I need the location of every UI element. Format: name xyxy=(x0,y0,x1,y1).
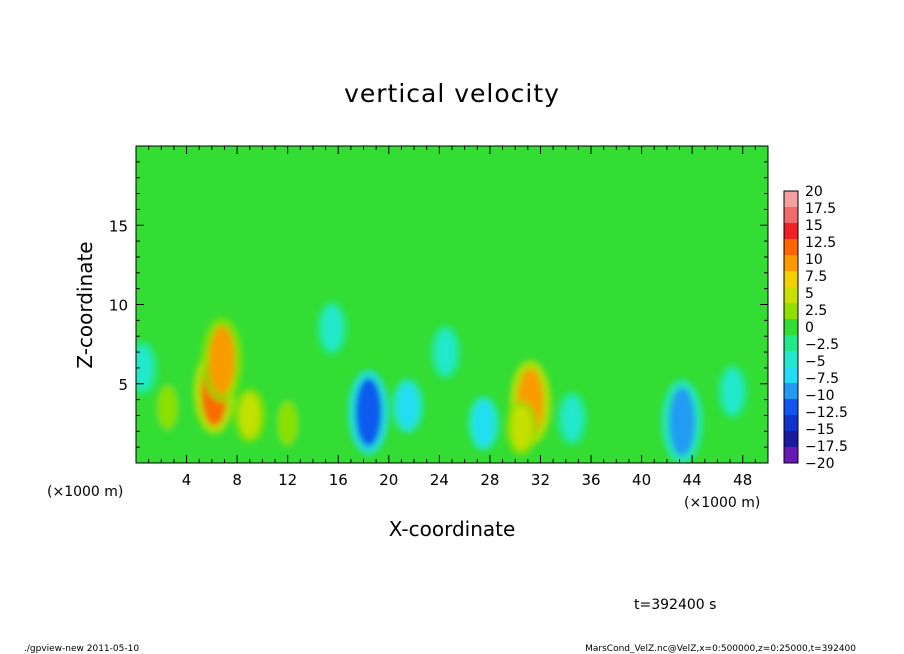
x-tick-label: 44 xyxy=(683,471,702,489)
colorbar-swatch xyxy=(784,287,798,304)
colorbar-swatch xyxy=(784,207,798,224)
heatmap-feature xyxy=(157,385,178,430)
colorbar-label: 12.5 xyxy=(805,235,836,251)
heatmap-feature xyxy=(277,401,298,446)
colorbar-swatch xyxy=(784,351,798,368)
heatmap-feature xyxy=(355,378,382,447)
colorbar-label: −17.5 xyxy=(805,439,848,455)
heatmap-feature xyxy=(435,330,456,375)
heatmap-feature xyxy=(321,306,342,351)
y-tick-label: 5 xyxy=(118,376,128,394)
time-annotation: t=392400 s xyxy=(634,597,716,613)
heatmap-feature xyxy=(239,393,260,438)
y-axis: 5 10 15 xyxy=(109,161,768,448)
colorbar-label: −7.5 xyxy=(805,371,839,387)
heatmap-field xyxy=(136,300,749,463)
colorbar-label: −12.5 xyxy=(805,405,848,421)
x-tick-label: 36 xyxy=(581,471,600,489)
colorbar-swatch xyxy=(784,415,798,432)
colorbar-swatch xyxy=(784,335,798,352)
y-tick-label: 10 xyxy=(109,297,128,315)
y-tick-label: 15 xyxy=(109,217,128,235)
colorbar-label: 10 xyxy=(805,252,823,268)
colorbar-swatch xyxy=(784,303,798,320)
x-tick-label: 28 xyxy=(480,471,499,489)
colorbar-swatch xyxy=(784,383,798,400)
y-axis-label: Z-coordinate xyxy=(73,241,97,368)
colorbar-label: 15 xyxy=(805,218,823,234)
colorbar-swatch xyxy=(784,367,798,384)
colorbar-swatch xyxy=(784,271,798,288)
x-tick-label: 40 xyxy=(632,471,651,489)
chart-title: vertical velocity xyxy=(344,79,560,108)
colorbar-label: 5 xyxy=(805,286,814,302)
colorbar-swatch xyxy=(784,447,798,464)
colorbar-swatch xyxy=(784,255,798,272)
heatmap-feature xyxy=(669,387,696,456)
colorbar-label: −20 xyxy=(805,456,835,472)
colorbar-swatch xyxy=(784,223,798,240)
footer-right: MarsCond_VelZ.nc@VelZ,x=0:500000,z=0:250… xyxy=(585,644,856,654)
heatmap-feature xyxy=(562,396,583,441)
x-tick-label: 16 xyxy=(329,471,348,489)
heatmap-feature xyxy=(511,406,532,451)
x-tick-label: 20 xyxy=(379,471,398,489)
colorbar-label: 7.5 xyxy=(805,269,827,285)
colorbar-swatch xyxy=(784,319,798,336)
colorbar-label: −10 xyxy=(805,388,835,404)
x-unit-left: (×1000 m) xyxy=(47,484,123,500)
heatmap-feature xyxy=(473,401,494,446)
colorbar-swatch xyxy=(784,191,798,208)
x-unit-right: (×1000 m) xyxy=(684,495,760,511)
x-axis-label: X-coordinate xyxy=(389,517,516,541)
colorbar-label: 0 xyxy=(805,320,814,336)
colorbar-label: −15 xyxy=(805,422,835,438)
x-tick-label: 4 xyxy=(182,471,192,489)
x-axis: 4 8 12 16 20 24 28 32 36 40 44 48 xyxy=(148,146,756,489)
heatmap-feature xyxy=(136,345,153,390)
colorbar-swatch xyxy=(784,399,798,416)
colorbar-label: −2.5 xyxy=(805,337,839,353)
colorbar-label: −5 xyxy=(805,354,826,370)
heatmap-feature xyxy=(722,369,743,414)
x-tick-label: 48 xyxy=(733,471,752,489)
heatmap-feature xyxy=(208,325,235,394)
footer-left: ./gpview-new 2011-05-10 xyxy=(24,644,139,654)
x-tick-label: 8 xyxy=(232,471,242,489)
colorbar-label: 20 xyxy=(805,184,823,200)
colorbar-label: 2.5 xyxy=(805,303,827,319)
heatmap-feature xyxy=(397,383,418,428)
colorbar-swatch xyxy=(784,431,798,448)
x-tick-label: 12 xyxy=(278,471,297,489)
x-tick-label: 32 xyxy=(531,471,550,489)
colorbar-label: 17.5 xyxy=(805,201,836,217)
colorbar-frame xyxy=(783,190,799,464)
colorbar-swatch xyxy=(784,239,798,256)
colorbar: 2017.51512.5107.552.50−2.5−5−7.5−10−12.5… xyxy=(783,184,848,472)
x-tick-label: 24 xyxy=(430,471,449,489)
